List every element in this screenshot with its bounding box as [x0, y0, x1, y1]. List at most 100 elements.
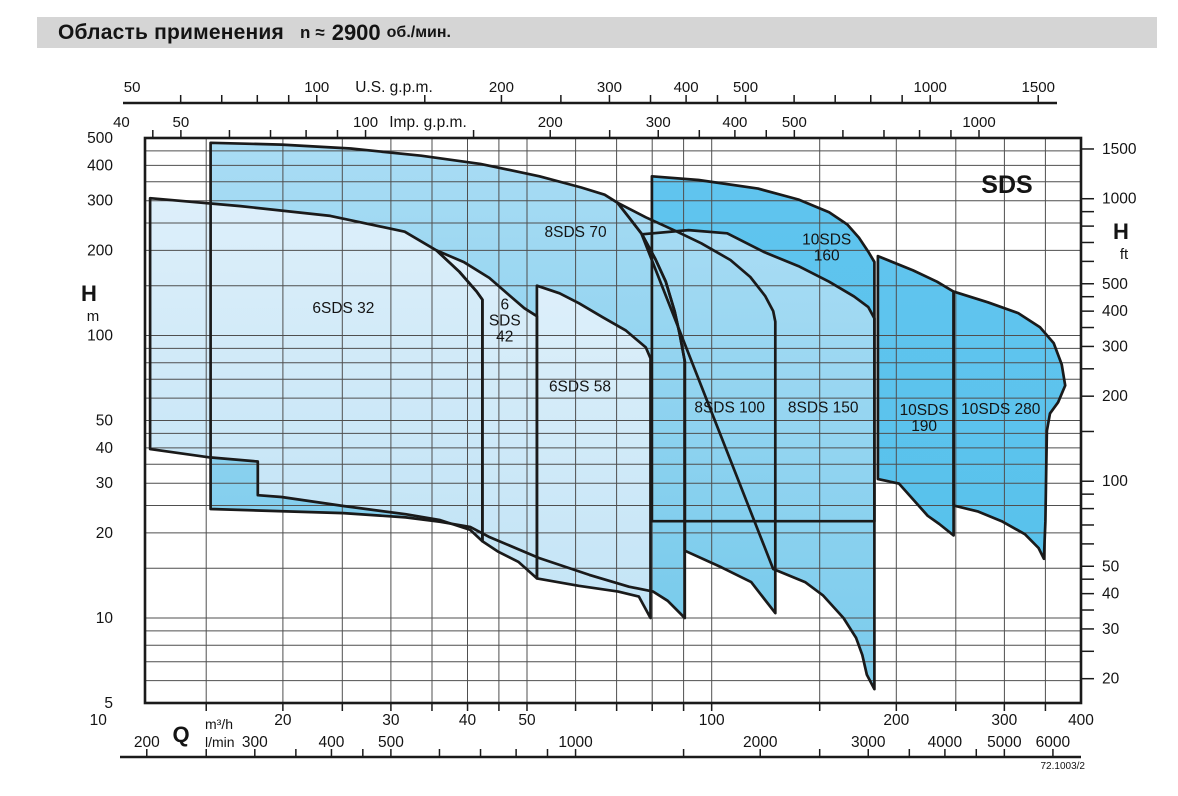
region-label-6sds-58: 6SDS 58 [549, 378, 611, 395]
tick-label: 20 [1102, 671, 1120, 688]
tick-label: 200 [538, 114, 563, 131]
tick-label: 5 [104, 695, 113, 712]
tick-label: 100 [353, 114, 378, 131]
tick-label: 200 [883, 712, 909, 729]
tick-label: 40 [113, 114, 130, 131]
tick-label: 3000 [851, 734, 886, 751]
tick-label: 500 [1102, 276, 1128, 293]
doc-code: 72.1003/2 [1041, 761, 1086, 772]
h-ft-axis-unit: ft [1120, 246, 1129, 263]
axis-q-m3h: 10 20 30 40 50 100 200 300 400 [90, 703, 1094, 729]
speed-symbol: n [299, 22, 311, 42]
tick-label: 300 [1102, 338, 1128, 355]
tick-label: 200 [87, 242, 113, 259]
speed-unit: об./мин. [386, 23, 451, 41]
tick-label: 6000 [1036, 734, 1071, 751]
region-fill-10sds-280 [953, 291, 1066, 559]
tick-label: 300 [242, 734, 268, 751]
title-bar: Область применения n ≈ 2900 об./мин. [37, 17, 1157, 48]
tick-label: 400 [319, 734, 345, 751]
region-label-8sds-100: 8SDS 100 [694, 400, 765, 417]
tick-label: 500 [378, 734, 404, 751]
plot-border [143, 136, 1083, 705]
tick-label: 500 [733, 79, 758, 96]
region-label-10sds-190: 10SDS [900, 402, 949, 419]
tick-label: 20 [274, 712, 292, 729]
tick-label: 400 [1068, 712, 1094, 729]
tick-label: 10 [96, 610, 114, 627]
tick-label: 1000 [1102, 191, 1137, 208]
region-label-10sds-160: 160 [814, 247, 840, 264]
tick-label: 200 [489, 79, 514, 96]
tick-label: 1500 [1102, 141, 1137, 158]
tick-label: 1000 [558, 734, 593, 751]
tick-label: 40 [96, 440, 114, 457]
axis-imp-gpm: 40 50 100 200 300 400 500 1000 Imp. g.p.m. [113, 114, 996, 138]
axis-q-lmin: 200 300 400 500 1000 2000 3000 4000 5000 6000 [120, 734, 1081, 759]
tick-label: 300 [646, 114, 671, 131]
region-fill-10sds-190 [877, 256, 954, 536]
tick-label: 50 [173, 114, 190, 131]
region-label-6sds-42: 6 [500, 296, 509, 313]
region-outline-8sds-150 [640, 228, 876, 691]
region-outline-8sds-70 [209, 141, 687, 620]
tick-label: 5000 [987, 734, 1022, 751]
region-label-8sds-70: 8SDS 70 [545, 224, 607, 241]
tick-label: 100 [1102, 473, 1128, 490]
h-m-axis-unit: m [87, 308, 100, 325]
tick-label: 2000 [743, 734, 778, 751]
tick-label: 400 [674, 79, 699, 96]
speed-value: 2900 [331, 19, 381, 45]
tick-label: 100 [304, 79, 329, 96]
region-outline-6sds-58 [535, 284, 652, 620]
region-outline-10sds-160 [650, 174, 876, 523]
tick-label: 100 [87, 327, 113, 344]
tick-label: 50 [124, 79, 141, 96]
region-fill-6sds-32 [150, 198, 483, 542]
q-unit-m3h: m³/h [205, 716, 233, 732]
region-label-8sds-150: 8SDS 150 [788, 400, 859, 417]
region-label-6sds-32: 6SDS 32 [312, 300, 374, 317]
tick-label: 10 [90, 712, 108, 729]
tick-label: 400 [1102, 303, 1128, 320]
tick-label: 30 [1102, 621, 1120, 638]
plot-grid [145, 138, 1081, 703]
region-label-10sds-190: 190 [911, 418, 937, 435]
tick-label: 50 [518, 712, 536, 729]
axis-us-gpm: 50 100 200 300 400 500 1000 1500 U.S. g.p.m. [123, 79, 1057, 105]
region-fill-8sds-100 [617, 202, 776, 614]
brand-label: SDS [981, 171, 1032, 199]
tick-label: 300 [87, 193, 113, 210]
tick-label: 200 [134, 734, 160, 751]
tick-label: 500 [87, 130, 113, 147]
h-m-axis-title: H [81, 281, 97, 306]
tick-label: 20 [96, 525, 114, 542]
tick-label: 1500 [1022, 79, 1055, 96]
region-fill-6sds-58 [536, 285, 651, 618]
tick-label: 30 [382, 712, 400, 729]
h-ft-axis-title: H [1113, 219, 1129, 244]
region-label-10sds-160: 10SDS [802, 231, 851, 248]
pump-region-fills [150, 142, 1066, 690]
tick-label: 30 [96, 475, 114, 492]
tick-label: 1000 [962, 114, 995, 131]
q-unit-lmin: l/min [205, 734, 235, 750]
q-axis-title: Q [172, 722, 189, 747]
region-label-6sds-42: SDS [489, 312, 521, 329]
tick-label: 400 [87, 157, 113, 174]
axis-h-m: 500 400 300 200 100 50 40 30 20 10 5 Hm [81, 130, 113, 712]
tick-label: 4000 [928, 734, 963, 751]
axis-h-ft: 1500 1000 500 400 300 200 100 50 40 30 20 Hft [1081, 141, 1137, 688]
tick-label: 100 [699, 712, 725, 729]
imp-gpm-axis-title: Imp. g.p.m. [389, 114, 467, 131]
region-label-10sds-280: 10SDS 280 [961, 401, 1041, 418]
region-fill-6sds-42 [436, 250, 537, 579]
tick-label: 1000 [914, 79, 947, 96]
approx-symbol: ≈ [315, 22, 325, 42]
tick-label: 500 [782, 114, 807, 131]
region-outline-10sds-190 [876, 254, 955, 537]
pump-region-outlines [148, 141, 1067, 691]
